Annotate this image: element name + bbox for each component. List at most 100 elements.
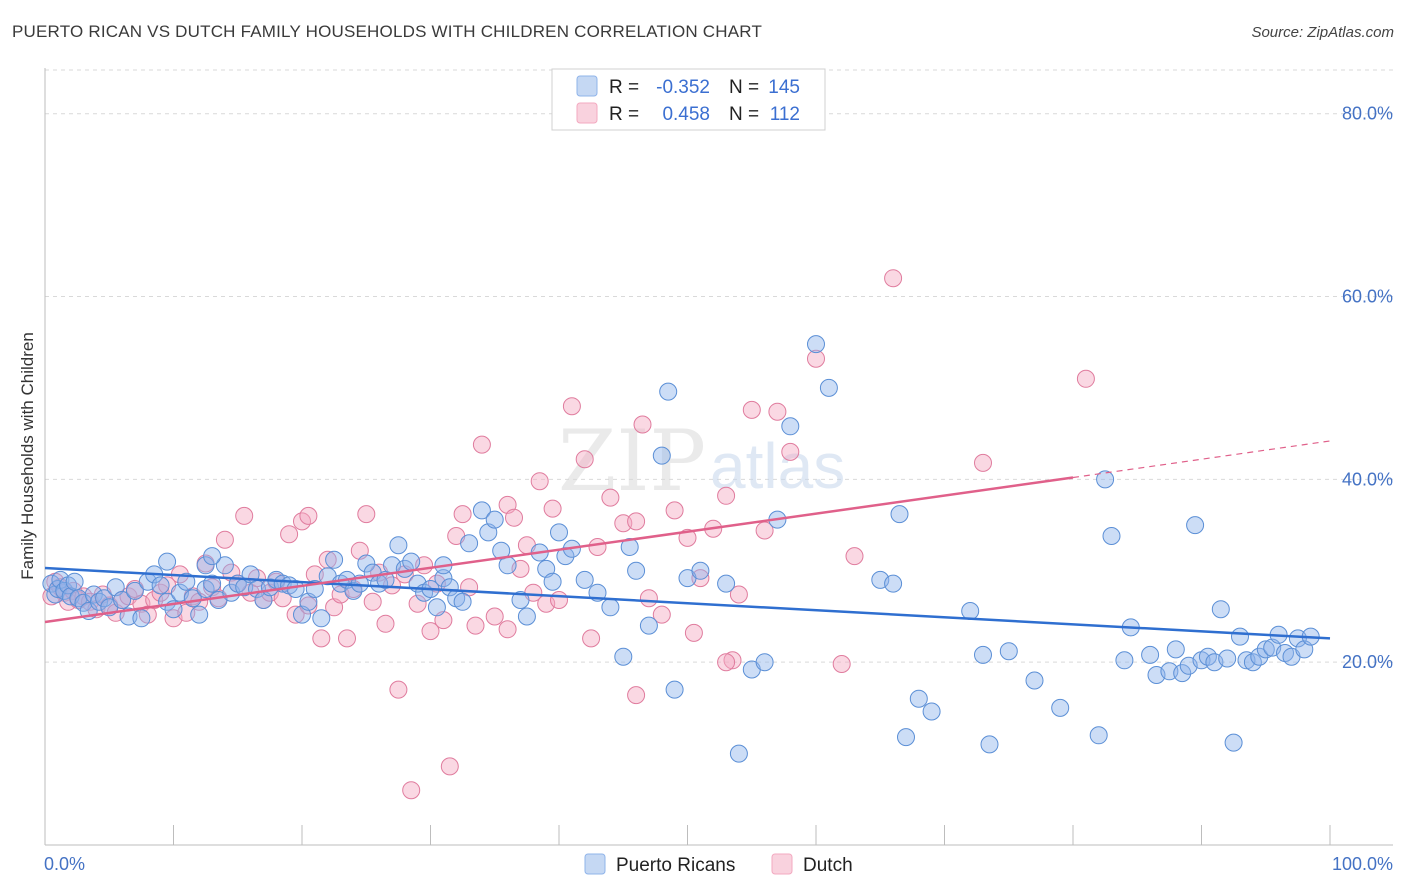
axes	[44, 68, 1393, 846]
point-dutch-108	[498, 620, 517, 639]
point-puerto-ricans-26	[177, 572, 196, 591]
point-puerto-ricans-141	[1250, 647, 1269, 666]
point-puerto-ricans-107	[819, 378, 838, 397]
point-puerto-ricans-121	[1096, 470, 1115, 489]
point-dutch-80	[562, 397, 581, 416]
y-tick-label-60: 60.0%	[1342, 287, 1393, 307]
x-tick-label-max: 100.0%	[1332, 854, 1393, 874]
point-dutch-40	[286, 605, 305, 624]
point-puerto-ricans-12	[90, 592, 108, 611]
point-dutch-96	[729, 585, 748, 604]
point-puerto-ricans-113	[922, 702, 941, 721]
point-dutch-102	[832, 655, 851, 673]
point-puerto-ricans-75	[472, 501, 491, 520]
point-dutch-54	[376, 614, 395, 633]
point-dutch-90	[665, 501, 684, 520]
legend-n-value-dutch: 112	[770, 104, 800, 125]
point-dutch-68	[466, 616, 485, 635]
point-puerto-ricans-70	[196, 556, 215, 575]
point-dutch-72	[505, 508, 523, 527]
chart-title: PUERTO RICAN VS DUTCH FAMILY HOUSEHOLDS …	[12, 22, 763, 41]
point-dutch-89	[652, 605, 671, 624]
point-puerto-ricans-91	[614, 647, 633, 666]
point-puerto-ricans-72	[203, 547, 222, 566]
point-puerto-ricans-117	[999, 642, 1018, 661]
point-puerto-ricans-131	[1186, 516, 1205, 535]
point-dutch-32	[235, 506, 254, 525]
point-puerto-ricans-54	[357, 554, 376, 573]
point-puerto-ricans-92	[620, 538, 639, 556]
point-dutch-70	[485, 607, 504, 626]
point-puerto-ricans-128	[1166, 640, 1185, 659]
point-dutch-104	[884, 269, 903, 288]
legend-n-label-2: N =	[729, 104, 759, 125]
x-ticks	[44, 825, 1331, 845]
y-tick-labels: 20.0% 40.0% 60.0% 80.0%	[1342, 104, 1393, 672]
point-dutch-110	[684, 623, 703, 642]
point-puerto-ricans-122	[1102, 527, 1121, 545]
legend-r-value-puerto-ricans: -0.352	[656, 77, 710, 98]
point-dutch-42	[299, 596, 318, 615]
point-dutch-79	[550, 591, 568, 609]
point-dutch-95	[723, 651, 742, 670]
point-dutch-107	[299, 506, 318, 525]
point-puerto-ricans-59	[389, 536, 408, 555]
point-puerto-ricans-65	[427, 598, 446, 617]
legend-n-value-puerto-ricans: 145	[768, 77, 800, 98]
point-puerto-ricans-125	[1141, 645, 1160, 664]
point-puerto-ricans-120	[1089, 726, 1108, 745]
point-puerto-ricans-118	[1025, 671, 1044, 690]
point-puerto-ricans-71	[158, 552, 177, 571]
point-puerto-ricans-88	[575, 570, 594, 589]
point-puerto-ricans-95	[652, 446, 671, 465]
point-puerto-ricans-110	[890, 505, 909, 524]
point-puerto-ricans-115	[974, 645, 992, 664]
trendline-dutch	[44, 476, 1074, 624]
point-dutch-56	[389, 680, 408, 699]
point-dutch-94	[717, 486, 736, 505]
bottom-legend-swatch-dutch	[771, 853, 793, 875]
point-puerto-ricans-47	[312, 609, 331, 628]
point-dutch-48	[338, 629, 356, 648]
point-dutch-39	[280, 525, 299, 544]
bottom-legend-label-dutch: Dutch	[803, 855, 853, 876]
point-puerto-ricans-129	[1173, 664, 1192, 683]
point-dutch-88	[639, 589, 658, 608]
point-puerto-ricans-142	[1256, 640, 1275, 659]
point-puerto-ricans-138	[1231, 627, 1249, 646]
bottom-legend: Puerto Ricans Dutch	[584, 853, 853, 876]
bottom-legend-swatch-puerto-ricans	[584, 853, 606, 875]
point-dutch-78	[543, 499, 562, 518]
point-puerto-ricans-96	[659, 382, 678, 401]
point-dutch-97	[742, 400, 761, 419]
point-dutch-86	[627, 686, 646, 705]
legend-n-label-1: N =	[729, 77, 759, 98]
point-dutch-106	[1076, 369, 1095, 388]
series-puerto-ricans-points	[42, 335, 1320, 763]
point-puerto-ricans-109	[884, 574, 903, 593]
point-puerto-ricans-111	[909, 689, 928, 708]
legend-swatch-puerto-ricans	[576, 75, 598, 97]
point-puerto-ricans-85	[550, 523, 568, 542]
point-puerto-ricans-105	[781, 417, 800, 436]
point-puerto-ricans-80	[511, 591, 530, 609]
point-dutch-92	[691, 569, 710, 588]
y-tick-label-40: 40.0%	[1342, 469, 1393, 489]
point-dutch-81	[575, 450, 594, 469]
point-dutch-105	[974, 453, 992, 472]
point-puerto-ricans-69	[453, 592, 472, 611]
point-puerto-ricans-49	[325, 550, 344, 569]
point-dutch-83	[588, 538, 607, 556]
chart-source: Source: ZipAtlas.com	[1251, 24, 1394, 41]
point-puerto-ricans-22	[151, 576, 170, 595]
point-puerto-ricans-101	[729, 744, 748, 763]
point-puerto-ricans-13	[95, 589, 114, 608]
point-puerto-ricans-81	[517, 607, 536, 626]
point-dutch-100	[781, 442, 800, 461]
point-dutch-111	[717, 653, 736, 672]
point-puerto-ricans-7	[65, 572, 84, 591]
trendlines	[44, 440, 1331, 640]
point-puerto-ricans-79	[498, 556, 517, 575]
point-puerto-ricans-97	[665, 680, 684, 699]
